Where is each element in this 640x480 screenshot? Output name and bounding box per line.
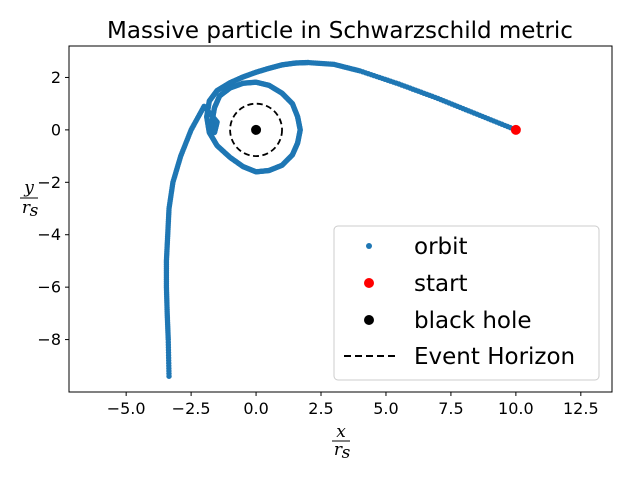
x-axis-label-numerator: x [336, 422, 346, 442]
x-tick-label: −5.0 [107, 399, 146, 418]
y-axis-label-numerator: y [23, 178, 34, 198]
y-axis-label-subscript: s [30, 201, 39, 221]
x-tick-label: 2.5 [308, 399, 333, 418]
orbit-point [166, 373, 172, 379]
x-tick-label: 0.0 [243, 399, 268, 418]
x-axis-label: x r s [332, 422, 351, 463]
axes: −5.0 −2.5 0.0 2.5 5.0 7.5 10.0 12.5 2 0 −2 −4 −6 −8 [37, 45, 613, 418]
black-hole-marker [251, 124, 262, 135]
y-tick-label: −4 [37, 225, 61, 244]
y-tick-label: −6 [37, 278, 61, 297]
y-axis-label-denominator: r [22, 198, 31, 218]
x-axis-label-denominator: r [334, 440, 343, 460]
legend-marker-start [364, 278, 374, 288]
chart-title: Massive particle in Schwarzschild metric [107, 18, 573, 44]
y-tick-label: −8 [37, 330, 61, 349]
x-tick-label: 12.5 [563, 399, 599, 418]
legend-marker-black-hole [364, 315, 374, 325]
legend-marker-orbit [366, 243, 372, 249]
x-tick-label: 10.0 [498, 399, 534, 418]
legend-label-start: start [414, 271, 468, 297]
y-tick-label: −2 [37, 173, 61, 192]
y-tick-label: 0 [51, 120, 61, 139]
x-tick-label: 5.0 [373, 399, 398, 418]
legend-label-event-horizon: Event Horizon [414, 344, 575, 370]
legend-frame [333, 225, 600, 381]
x-tick-label: −2.5 [172, 399, 211, 418]
axes-frame [68, 45, 613, 393]
event-horizon-circle [229, 102, 283, 157]
legend: orbit start black hole Event Horizon [333, 225, 600, 381]
y-axis-label: y r s [20, 178, 39, 221]
y-tick-label: 2 [51, 68, 61, 87]
plot-area [163, 59, 521, 379]
x-tick-label: 7.5 [438, 399, 463, 418]
legend-label-orbit: orbit [414, 234, 468, 260]
legend-label-black-hole: black hole [414, 308, 532, 334]
start-marker [510, 124, 521, 135]
x-axis-label-subscript: s [342, 443, 351, 463]
